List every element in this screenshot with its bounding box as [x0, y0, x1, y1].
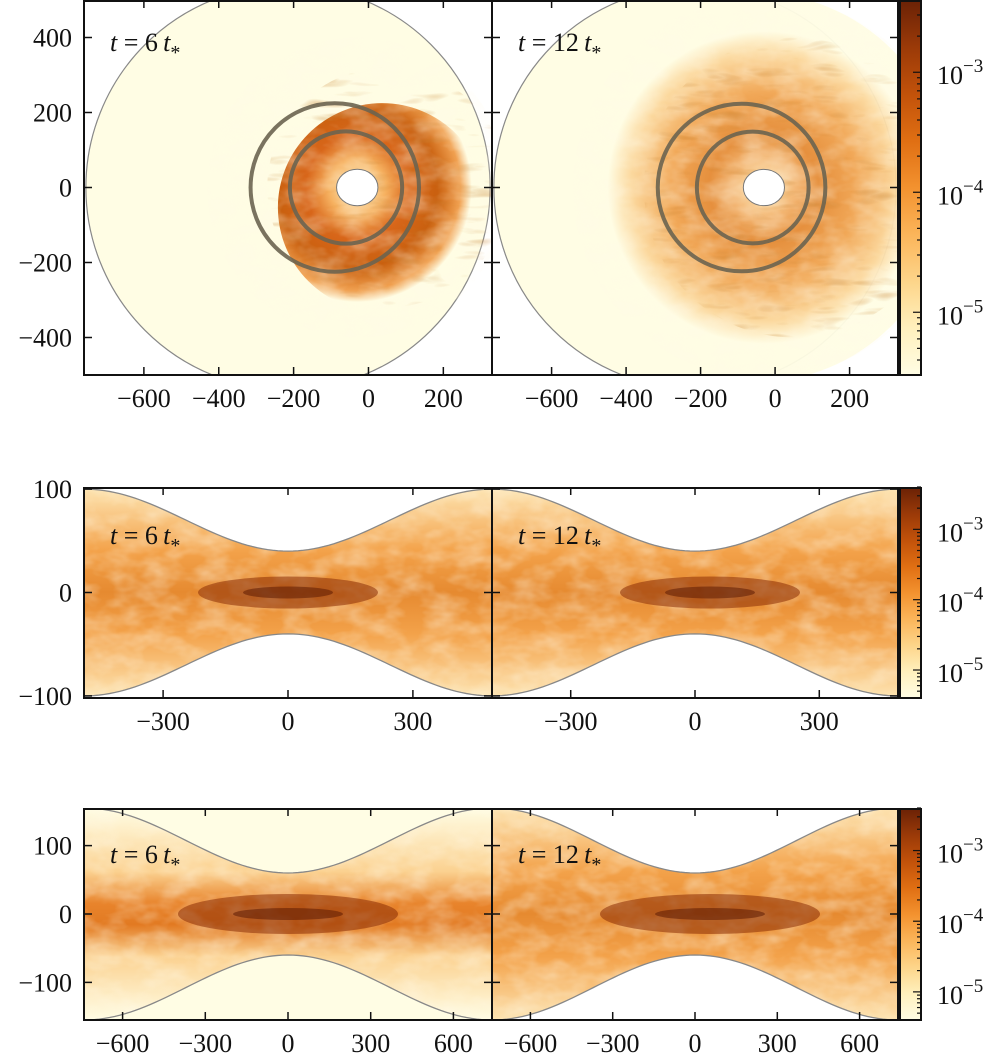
panel-image — [492, 808, 898, 1020]
lower-boundary — [492, 633, 898, 697]
y-tick-label: −100 — [18, 682, 72, 711]
x-tick-label: 0 — [282, 1029, 295, 1058]
upper-boundary — [492, 808, 898, 874]
x-tick-label: −400 — [192, 384, 246, 413]
x-tick-label: 600 — [434, 1029, 473, 1058]
midplane-core-inner — [665, 586, 755, 599]
x-tick-label: 300 — [758, 1029, 797, 1058]
colorbar-tick-label: 10−5 — [937, 296, 983, 330]
upper-boundary — [84, 488, 492, 552]
y-tick-label: 0 — [59, 174, 72, 203]
reference-circle-2 — [655, 101, 828, 274]
x-tick-label: 0 — [769, 384, 782, 413]
y-tick-label: −200 — [18, 249, 72, 278]
colorbar-middle: 10−3 10−4 10−5 — [899, 486, 984, 699]
panel-image — [492, 487, 898, 698]
lower-boundary — [84, 954, 492, 1020]
x-tick-label: −200 — [674, 384, 728, 413]
upper-boundary — [84, 808, 492, 874]
colorbar-gradient — [899, 487, 922, 699]
colorbar-tick-label: 10−5 — [937, 654, 983, 688]
x-tick-label: 300 — [351, 1029, 390, 1058]
inner-hole — [742, 168, 785, 207]
time-label: t = 6 t* — [110, 521, 180, 557]
upper-boundary — [492, 488, 898, 552]
reference-circle-1 — [287, 129, 405, 246]
reference-circle-2 — [248, 101, 422, 274]
x-tick-label: −200 — [267, 384, 321, 413]
x-tick-label: 600 — [840, 1029, 879, 1058]
time-label: t = 6 t* — [110, 28, 180, 64]
x-tick-label: 300 — [800, 707, 839, 736]
panel-image — [85, 0, 492, 375]
time-label: t = 12 t* — [518, 28, 601, 64]
colorbar-gradient — [899, 808, 922, 1021]
gas-texture-dark — [267, 67, 492, 308]
colorbar-tick-label: 10−5 — [937, 976, 983, 1010]
row-middle: −300 0 300 100 0 −100 t = 6 t* −300 0 300 t = 12 t… — [18, 475, 983, 736]
time-label: t = 12 t* — [518, 521, 601, 557]
colorbar-bottom: 10−3 10−4 10−5 — [899, 807, 984, 1021]
lower-boundary — [84, 633, 492, 697]
x-tick-label: 300 — [393, 707, 432, 736]
y-tick-label: 400 — [33, 24, 72, 53]
time-label: t = 12 t* — [518, 840, 601, 876]
x-tick-label: 0 — [689, 707, 702, 736]
panel-middle-t6: −300 0 300 100 0 −100 t = 6 t* — [18, 475, 493, 736]
colorbar-tick-label: 10−4 — [937, 584, 984, 618]
x-tick-label: −300 — [178, 1029, 232, 1058]
x-tick-label: −600 — [117, 384, 171, 413]
y-tick-label: 0 — [59, 579, 72, 608]
y-tick-label: −400 — [18, 324, 72, 353]
colorbar-gradient — [899, 0, 922, 376]
x-tick-label: 0 — [282, 707, 295, 736]
colorbar-tick-label: 10−4 — [937, 176, 984, 210]
colorbar-tick-label: 10−4 — [937, 905, 984, 939]
midplane-core-inner — [243, 586, 333, 599]
panel-top-t6: −600 −400 −200 0 200 400 200 0 −200 −400 t = 6 t* — [18, 0, 493, 413]
y-tick-label: 100 — [33, 832, 72, 861]
x-tick-label: −300 — [136, 707, 190, 736]
x-tick-label: −600 — [96, 1029, 150, 1058]
colorbar-top: 10−3 10−4 10−5 — [899, 0, 984, 376]
x-tick-label: 0 — [689, 1029, 702, 1058]
x-tick-label: −300 — [586, 1029, 640, 1058]
y-tick-label: 200 — [33, 99, 72, 128]
y-tick-label: 100 — [33, 475, 72, 504]
panel-image — [84, 487, 492, 698]
x-tick-label: 200 — [830, 384, 869, 413]
reference-circle-1 — [694, 129, 811, 246]
x-tick-label: 200 — [424, 384, 463, 413]
x-tick-label: −400 — [599, 384, 653, 413]
panel-image — [84, 808, 492, 1020]
panel-bottom-t12: −600 −300 0 300 600 t = 12 t* — [491, 808, 899, 1058]
y-tick-label: 0 — [59, 900, 72, 929]
x-tick-label: −600 — [504, 1029, 558, 1058]
panel-image — [493, 0, 898, 375]
x-tick-label: −300 — [544, 707, 598, 736]
panel-top-t12: −600 −400 −200 0 200 t = 12 t* — [491, 0, 899, 413]
colorbar-tick-label: 10−3 — [937, 835, 983, 869]
x-tick-label: 0 — [362, 384, 375, 413]
midplane-core-inner — [655, 908, 765, 920]
x-tick-label: −600 — [525, 384, 579, 413]
row-bottom: −600 −300 0 300 600 100 0 −100 t = 6 t* −600 −300 0… — [18, 807, 984, 1058]
inner-hole — [336, 168, 379, 207]
y-tick-label: −100 — [18, 968, 72, 997]
colorbar-tick-label: 10−3 — [937, 56, 983, 90]
time-label: t = 6 t* — [110, 840, 180, 876]
colorbar-tick-label: 10−3 — [937, 513, 983, 547]
midplane-core-inner — [233, 908, 343, 920]
panel-bottom-t6: −600 −300 0 300 600 100 0 −100 t = 6 t* — [18, 808, 493, 1058]
panel-middle-t12: −300 0 300 t = 12 t* — [491, 487, 899, 736]
lower-boundary — [492, 954, 898, 1020]
